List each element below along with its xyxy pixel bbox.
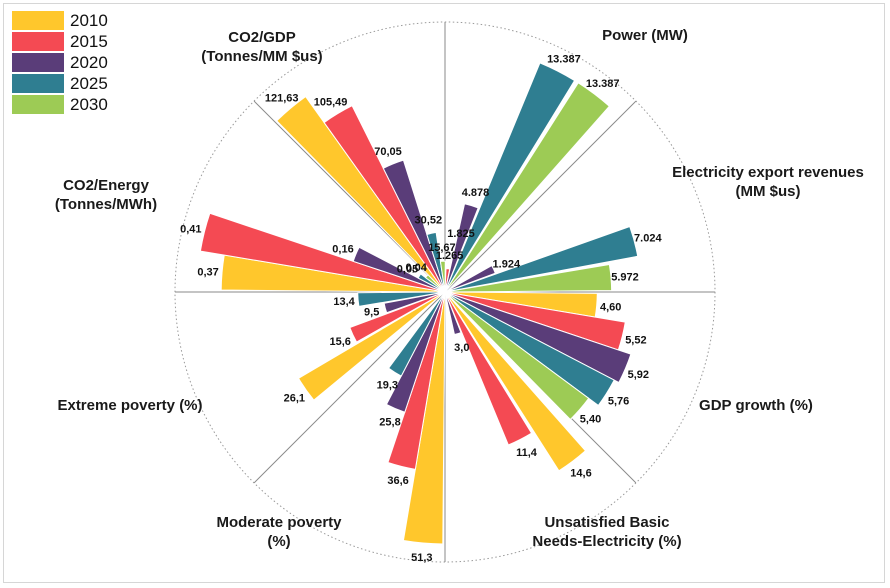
bar-2025 (426, 231, 446, 293)
bar-2010 (276, 95, 446, 293)
chart-frame (3, 3, 885, 583)
value-label: 7.024 (634, 233, 662, 245)
value-label: 13,4 (333, 296, 355, 308)
bar-2020 (444, 264, 496, 293)
legend-label: 2025 (70, 73, 108, 93)
bar-2010 (444, 291, 587, 472)
category-label: Electricity export revenues (MM $us) (672, 164, 864, 200)
legend-item: 2025 (12, 73, 108, 94)
value-label: 14,6 (570, 468, 591, 480)
category-label: CO2/GDP (Tonnes/MM $us) (201, 29, 322, 65)
value-label: 1.825 (447, 228, 475, 240)
legend-swatch (12, 32, 64, 51)
legend-swatch (12, 95, 64, 114)
bar-2015 (444, 291, 533, 446)
bar-2030 (444, 82, 611, 293)
bar-2030 (444, 263, 613, 293)
value-label: 13.387 (547, 54, 581, 66)
bar-2010 (297, 291, 446, 401)
value-label: 5.972 (611, 271, 639, 283)
category-label: Moderate poverty (%) (216, 514, 342, 550)
bar-2030 (444, 291, 590, 421)
legend: 2010 2015 2020 2025 2030 (12, 10, 108, 115)
bar-2015 (349, 291, 446, 343)
bar-2020 (383, 291, 446, 314)
value-label: 121,63 (265, 92, 299, 104)
category-label: CO2/Energy (Tonnes/MWh) (55, 177, 157, 213)
value-label: 1.924 (493, 258, 521, 270)
value-label: 9,5 (364, 307, 379, 319)
bar-2025 (444, 225, 639, 293)
value-label: 3,0 (454, 342, 469, 354)
legend-label: 2030 (70, 94, 108, 114)
category-label: GDP growth (%) (699, 397, 813, 414)
value-label: 105,49 (314, 97, 348, 109)
spoke-line (253, 291, 446, 484)
value-label: 30,52 (415, 215, 443, 227)
chart-bars (199, 62, 639, 545)
category-label: Unsatisfied Basic Needs-Electricity (%) (532, 514, 681, 550)
legend-swatch (12, 11, 64, 30)
value-label: 0,05 (397, 264, 418, 276)
bar-2015 (199, 212, 446, 293)
chart-category-labels: Power (MW) Electricity export revenues (MM… (55, 27, 864, 550)
bar-2020 (352, 246, 446, 293)
value-label: 70,05 (374, 146, 402, 158)
legend-label: 2020 (70, 52, 108, 72)
bar-2030 (439, 260, 446, 293)
legend-item: 2010 (12, 10, 108, 31)
value-label: 11,4 (516, 447, 538, 459)
bar-2015 (387, 291, 446, 470)
value-label: 4,60 (600, 302, 621, 314)
chart-value-labels: 1.265 4.878 13.387 13.387 1.924 7.024 5.972 4,6… (180, 54, 662, 564)
value-label: 0,04 (405, 262, 427, 274)
category-label: Extreme poverty (%) (57, 397, 202, 414)
value-label: 15,67 (428, 242, 456, 254)
legend-item: 2015 (12, 31, 108, 52)
legend-item: 2020 (12, 52, 108, 73)
legend-item: 2030 (12, 94, 108, 115)
category-label: Power (MW) (602, 27, 688, 44)
value-label: 25,8 (379, 417, 400, 429)
bar-2015 (323, 105, 446, 293)
spoke-line (444, 100, 637, 293)
bar-2020 (444, 291, 632, 384)
value-label: 26,1 (284, 393, 305, 405)
bar-2025 (444, 291, 615, 407)
value-label: 5,52 (625, 335, 646, 347)
bar-2025 (357, 291, 446, 307)
value-label: 0,16 (332, 244, 353, 256)
bar-2020 (444, 291, 462, 336)
value-label: 19,3 (377, 379, 398, 391)
bar-2020 (385, 291, 446, 413)
legend-label: 2015 (70, 31, 108, 51)
value-label: 0,41 (180, 224, 201, 236)
value-label: 5,92 (628, 369, 649, 381)
value-label: 5,40 (580, 414, 601, 426)
value-label: 0,37 (197, 266, 218, 278)
value-label: 15,6 (329, 336, 350, 348)
legend-swatch (12, 74, 64, 93)
bar-2025 (444, 62, 576, 293)
legend-label: 2010 (70, 10, 108, 30)
value-label: 51,3 (411, 552, 432, 564)
value-label: 13.387 (586, 78, 620, 90)
value-label: 5,76 (608, 396, 629, 408)
bar-2025 (387, 291, 446, 377)
value-label: 1.265 (436, 250, 464, 262)
bar-2020 (382, 159, 446, 293)
value-label: 36,6 (387, 475, 408, 487)
value-label: 4.878 (462, 187, 490, 199)
legend-swatch (12, 53, 64, 72)
bar-2020 (444, 203, 479, 293)
